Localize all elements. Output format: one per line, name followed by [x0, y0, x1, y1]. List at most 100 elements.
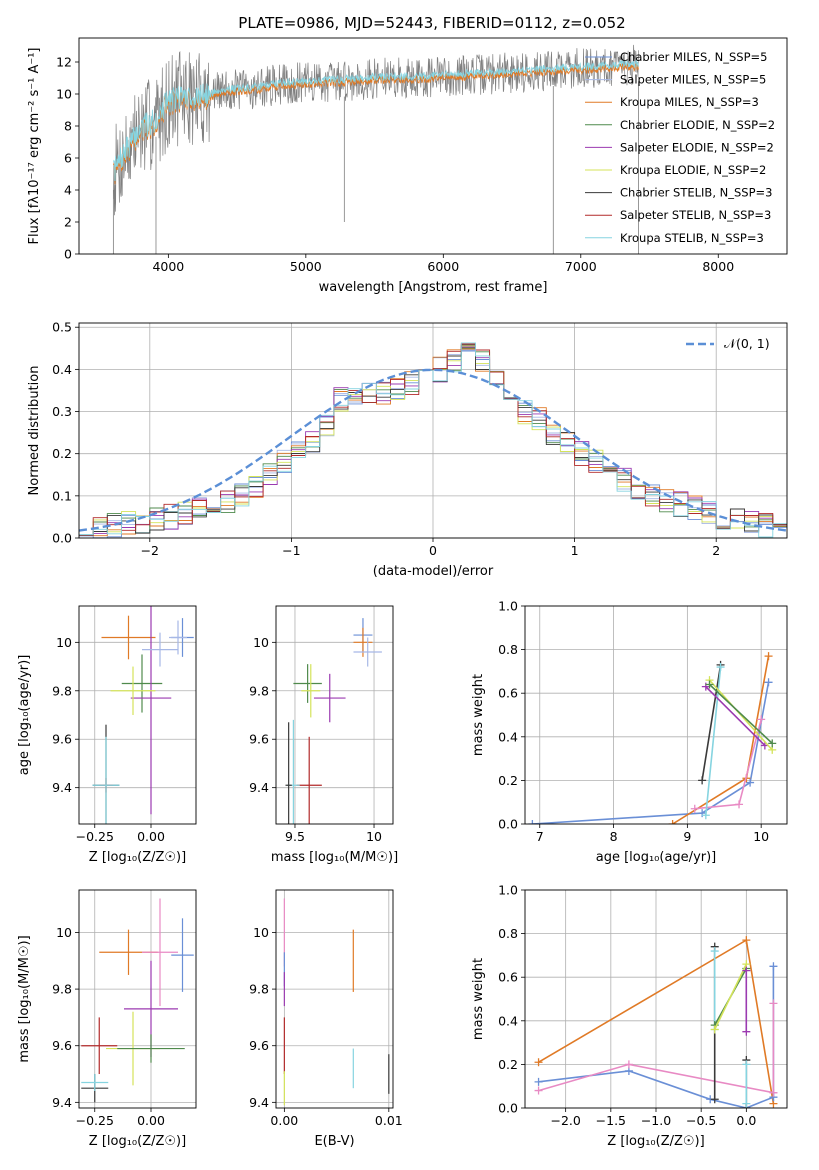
x-tick-label: 0.00 — [137, 829, 165, 844]
x-tick-label: −1.0 — [641, 1113, 671, 1128]
errorbar-point — [110, 666, 156, 715]
grid-lines — [276, 606, 393, 824]
axes-frame — [78, 37, 788, 255]
x-tick-label: 7000 — [565, 259, 597, 274]
y-tick-label: 6 — [64, 151, 72, 166]
errorbar-point — [92, 736, 120, 824]
panel-age-vs-Z: −0.25 0.00 9.4 9.6 9.8 10 Z [log₁₀(Z/Z☉)] age [… — [17, 605, 197, 865]
x-axis-label: mass [log₁₀(M/M☉)] — [271, 850, 398, 865]
weight-line — [701, 664, 722, 781]
weight-marker — [764, 678, 773, 687]
legend-label: Salpeter ELODIE, N_SSP=2 — [620, 140, 774, 154]
x-tick-label: −0.5 — [686, 1113, 716, 1128]
y-axis-label: mass [log₁₀(M/M☉)] — [17, 935, 32, 1062]
plot-area — [79, 342, 787, 538]
weight-marker — [534, 1058, 543, 1067]
weight-marker — [710, 1095, 719, 1104]
weight-marker — [698, 776, 707, 785]
weight-marker — [528, 820, 537, 824]
x-tick-label: 2 — [712, 543, 720, 558]
x-axis-label: E(B-V) — [314, 1134, 354, 1149]
x-tick-label: 0.00 — [137, 1113, 165, 1128]
panel-mass-vs-EBV: 0.00 0.01 9.4 9.6 9.8 10 E(B-V) — [249, 889, 403, 1149]
axes-frame — [524, 889, 788, 1109]
x-axis-label: (data-model)/error — [373, 564, 494, 579]
panel-age-vs-mass: 9.5 10 9.4 9.6 9.8 10 mass [log₁₀(M/M☉)] — [249, 605, 398, 865]
errorbar-point — [101, 615, 156, 660]
weight-marker — [710, 947, 719, 956]
x-tick-label: 9 — [683, 829, 691, 844]
y-tick-label: 0.8 — [498, 642, 518, 657]
errorbar-point — [142, 632, 178, 667]
x-tick-label: 10 — [366, 829, 382, 844]
x-tick-label: −1 — [282, 543, 300, 558]
weight-marker — [690, 804, 699, 813]
y-tick-label: 9.4 — [52, 1095, 72, 1110]
x-axis-label: age [log₁₀(age/yr)] — [596, 850, 717, 865]
axes-frame — [78, 889, 197, 1109]
errorbar-point — [169, 620, 187, 655]
plot-area — [92, 606, 194, 824]
y-tick-label: 9.8 — [249, 683, 269, 698]
errorbar-point — [121, 654, 163, 713]
weight-marker — [742, 1060, 751, 1069]
y-tick-label: 0.2 — [52, 446, 72, 461]
x-tick-label: 6000 — [427, 259, 459, 274]
errorbar-point — [313, 673, 346, 723]
legend-label: Chabrier ELODIE, N_SSP=2 — [620, 118, 775, 132]
weight-marker — [534, 1077, 543, 1086]
y-tick-label: 0.1 — [52, 488, 72, 503]
weight-marker — [769, 1088, 778, 1097]
weight-marker — [742, 1027, 751, 1036]
errorbar-point — [293, 664, 322, 703]
y-tick-label: 1.0 — [498, 599, 518, 614]
x-tick-label: 0.0 — [736, 1113, 756, 1128]
panel-mass-vs-Z: −0.25 0.00 9.4 9.6 9.8 10 Z [log₁₀(Z/Z☉)] mass … — [17, 889, 197, 1149]
y-tick-label: 0.2 — [498, 773, 518, 788]
plot-layer: 4000 5000 6000 7000 8000024681012wavelength … — [17, 37, 788, 1149]
weight-marker — [668, 820, 677, 824]
weight-marker — [624, 1060, 633, 1069]
weight-marker — [710, 1025, 719, 1034]
panel-mass-weight-vs-age: 7 8 9 10 0.0 0.2 0.4 0.6 0.8 1.0 age [log₁₀(age/yr… — [471, 599, 788, 865]
y-tick-label: 0.6 — [498, 970, 518, 985]
errorbar-point — [81, 1017, 118, 1075]
errorbar-point — [81, 1074, 109, 1092]
y-tick-label: 9.4 — [52, 780, 72, 795]
errorbar-point — [142, 898, 178, 1007]
y-axis-label: Flux [fλ10⁻¹⁷ erg cm⁻² s⁻¹ A⁻¹] — [27, 48, 42, 245]
plot-area — [81, 898, 194, 1103]
weight-line — [713, 963, 748, 1030]
legend-label: Kroupa MILES, N_SSP=3 — [620, 95, 759, 109]
axes-frame — [275, 605, 394, 825]
y-tick-label: 0.4 — [498, 1013, 518, 1028]
x-axis-label: Z [log₁₀(Z/Z☉)] — [89, 1134, 186, 1149]
y-tick-label: 9.6 — [249, 1038, 269, 1053]
weight-line — [708, 679, 773, 751]
plot-area — [283, 898, 390, 1106]
grid-lines — [276, 890, 393, 1108]
weight-marker — [768, 739, 777, 748]
y-tick-label: 9.4 — [249, 780, 269, 795]
legend-label: Salpeter MILES, N_SSP=5 — [620, 73, 766, 87]
y-tick-label: 10 — [56, 635, 72, 650]
y-tick-label: 9.8 — [249, 982, 269, 997]
model-spectrum-line — [113, 59, 639, 182]
residual-histogram — [79, 348, 787, 537]
y-tick-label: 0.0 — [52, 531, 72, 546]
weight-marker — [705, 680, 714, 689]
legend-label: 𝒩(0, 1) — [724, 336, 770, 351]
y-tick-label: 10 — [253, 925, 269, 940]
y-tick-label: 10 — [56, 925, 72, 940]
x-tick-label: 1 — [571, 543, 579, 558]
plot-area — [285, 618, 382, 824]
errorbar-point — [171, 918, 194, 992]
y-tick-label: 0.6 — [498, 686, 518, 701]
legend-label: Chabrier STELIB, N_SSP=3 — [620, 186, 772, 200]
y-axis-label: age [log₁₀(age/yr)] — [17, 655, 32, 776]
legend-label: Kroupa ELODIE, N_SSP=2 — [620, 163, 766, 177]
errorbar-point — [296, 736, 322, 824]
axes-frame — [275, 889, 394, 1109]
y-axis-label: mass weight — [471, 674, 486, 756]
